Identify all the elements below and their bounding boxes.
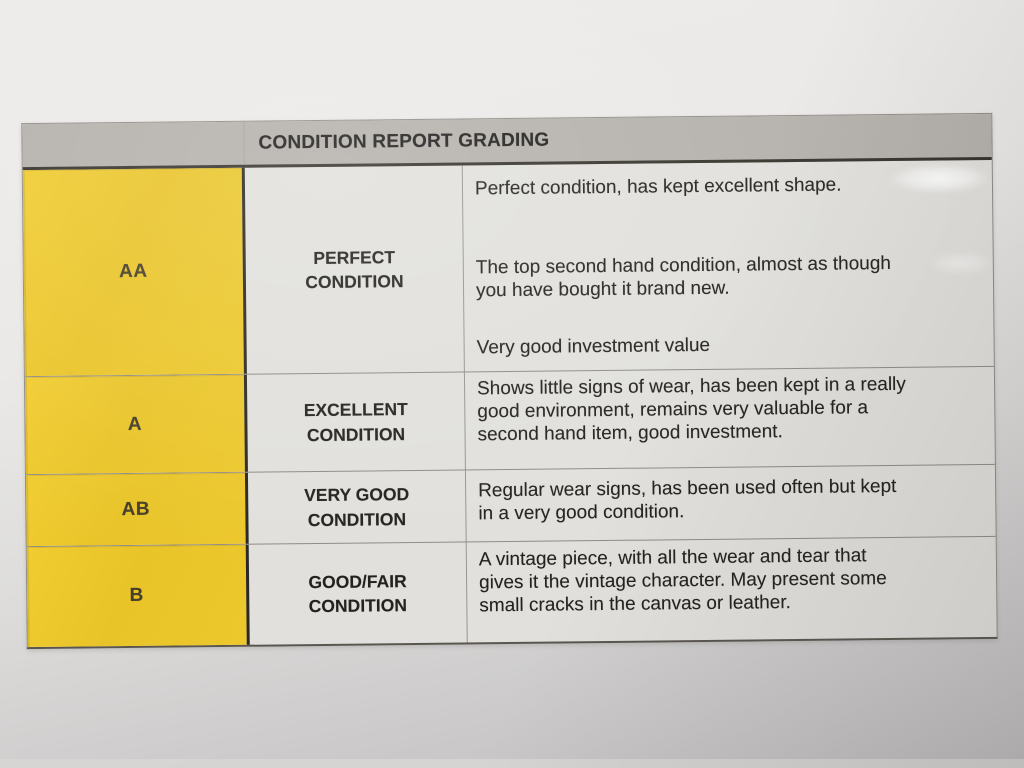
paper-bottom-edge bbox=[0, 759, 1024, 768]
description-paragraph: The top second hand condition, almost as… bbox=[475, 253, 892, 302]
table-row-ab: AB VERY GOOD CONDITION Regular wear sign… bbox=[25, 463, 996, 547]
grade-cell: A bbox=[24, 374, 248, 475]
description-paragraph: Regular wear signs, has been used often … bbox=[478, 475, 897, 525]
header-grade-spacer-cell bbox=[22, 121, 245, 168]
table-row-aa: AA PERFECT CONDITION Perfect condition, … bbox=[22, 160, 994, 377]
grade-cell: B bbox=[26, 544, 250, 648]
table-row-a: A EXCELLENT CONDITION Shows little signs… bbox=[24, 365, 995, 475]
description-paragraph: Perfect condition, has kept excellent sh… bbox=[474, 174, 842, 200]
description-paragraph: Shows little signs of wear, has been kep… bbox=[476, 373, 906, 446]
table-title: CONDITION REPORT GRADING bbox=[258, 129, 550, 154]
table-row-b: B GOOD/FAIR CONDITION A vintage piece, w… bbox=[26, 535, 997, 648]
description-cell: Regular wear signs, has been used often … bbox=[466, 465, 996, 542]
grade-cell: AB bbox=[25, 472, 249, 547]
description-cell: Perfect condition, has kept excellent sh… bbox=[463, 160, 994, 372]
condition-cell: GOOD/FAIR CONDITION bbox=[248, 542, 468, 645]
condition-cell: EXCELLENT CONDITION bbox=[246, 372, 466, 472]
description-paragraph: A vintage piece, with all the wear and t… bbox=[478, 545, 887, 617]
grade-cell: AA bbox=[22, 167, 247, 377]
description-paragraph: Very good investment value bbox=[476, 334, 711, 358]
condition-cell: VERY GOOD CONDITION bbox=[247, 470, 467, 544]
condition-cell: PERFECT CONDITION bbox=[244, 165, 465, 374]
description-cell: A vintage piece, with all the wear and t… bbox=[467, 537, 997, 643]
description-cell: Shows little signs of wear, has been kep… bbox=[465, 367, 995, 470]
condition-report-table: CONDITION REPORT GRADING AA PERFECT COND… bbox=[21, 112, 998, 650]
